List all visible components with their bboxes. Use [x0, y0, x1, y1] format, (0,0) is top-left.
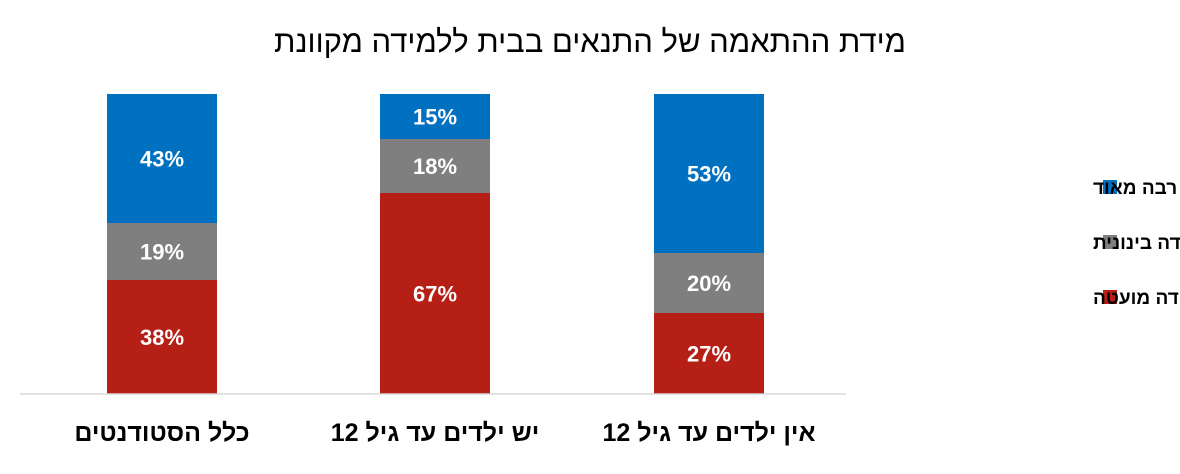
bar-segment [380, 193, 490, 394]
bar-segment [380, 139, 490, 193]
legend-label: במידה רבה / רבה מאוד [1093, 178, 1180, 199]
bar-segment [107, 94, 217, 223]
bar-segment [654, 94, 764, 253]
data-label: 20% [687, 271, 731, 296]
data-label: 53% [687, 162, 731, 187]
data-label: 27% [687, 342, 731, 367]
category-label: אין ילדים עד גיל 12 [603, 419, 816, 447]
category-label: כלל הסטודנטים [74, 419, 249, 447]
legend-swatch [1103, 180, 1117, 194]
data-label: 67% [413, 282, 457, 307]
data-label: 15% [413, 105, 457, 130]
legend-label: במידה בינונית [1093, 233, 1180, 254]
chart-title: מידת ההתאמה של התנאים בבית ללמידה מקוונת [274, 24, 906, 59]
bar-segment [654, 313, 764, 394]
data-labels-group: 38% 19% 43% 67% 18% 15% 27% 20% 53% [140, 105, 731, 367]
data-label: 18% [413, 154, 457, 179]
data-label: 19% [140, 240, 184, 265]
bar-segment [107, 280, 217, 394]
legend-swatch [1103, 235, 1117, 249]
category-label: יש ילדים עד גיל 12 [331, 419, 540, 447]
bar-segment [654, 253, 764, 313]
bar-segment [380, 94, 490, 139]
data-label: 43% [140, 147, 184, 172]
bars-group [107, 94, 764, 394]
legend-label: כלל לא / במידה מועטה [1093, 288, 1180, 309]
category-labels-group: כלל הסטודנטים יש ילדים עד גיל 12 אין ילדים… [74, 419, 815, 447]
legend-swatch [1103, 290, 1117, 304]
bar-segment [107, 223, 217, 280]
legend: במידה רבה / רבה מאוד במידה בינונית כלל לא … [1093, 178, 1180, 309]
data-label: 38% [140, 325, 184, 350]
